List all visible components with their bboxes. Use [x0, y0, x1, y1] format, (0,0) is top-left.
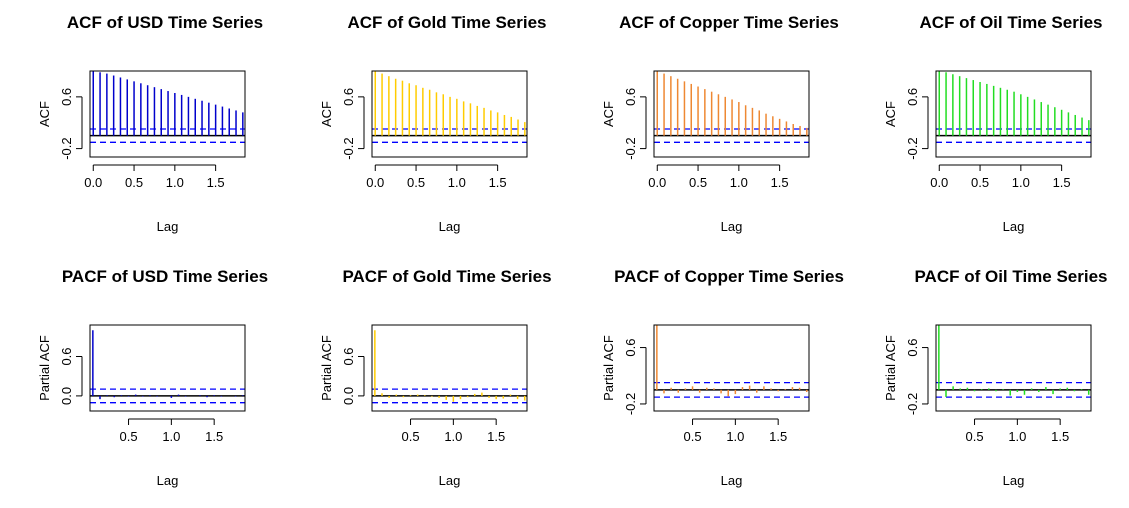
x-axis-label: Lag	[157, 473, 179, 488]
x-tick-label: 1.0	[444, 429, 462, 444]
x-tick-label: 1.5	[487, 429, 505, 444]
x-tick-label: 1.5	[205, 429, 223, 444]
y-tick-label: 0.6	[623, 88, 638, 106]
x-axis-label: Lag	[721, 219, 743, 234]
acf-panel: ACF of Oil Time Series 0.0 0.5 1.0 1.5 -0.2 0.…	[883, 13, 1102, 234]
y-axis-label: ACF	[37, 101, 52, 127]
y-tick-label: -0.2	[341, 137, 356, 159]
x-tick-label: 0.5	[407, 175, 425, 190]
panel-title: PACF of Copper Time Series	[614, 267, 844, 286]
x-tick-label: 1.0	[1012, 175, 1030, 190]
x-tick-label: 1.0	[726, 429, 744, 444]
x-axis-label: Lag	[1003, 473, 1025, 488]
x-axis-label: Lag	[721, 473, 743, 488]
pacf-panel: PACF of Copper Time Series 0.5 1.0 1.5 -0.2 0…	[601, 267, 844, 488]
y-tick-label: 0.6	[623, 339, 638, 357]
panel-title: ACF of USD Time Series	[67, 13, 263, 32]
y-tick-label: 0.6	[341, 88, 356, 106]
x-axis-label: Lag	[1003, 219, 1025, 234]
panel-title: ACF of Oil Time Series	[920, 13, 1103, 32]
y-tick-label: 0.6	[905, 339, 920, 357]
y-axis-label: ACF	[883, 101, 898, 127]
x-tick-label: 1.5	[1051, 429, 1069, 444]
acf-panel: ACF of Copper Time Series 0.0 0.5 1.0 1.5 -0.…	[601, 13, 839, 234]
x-tick-label: 1.5	[207, 175, 225, 190]
y-axis-label: Partial ACF	[601, 335, 616, 401]
y-tick-label: -0.2	[623, 137, 638, 159]
x-axis-label: Lag	[439, 473, 461, 488]
acf-panel: ACF of Gold Time Series 0.0 0.5 1.0 1.5 -0.2 0…	[319, 13, 547, 234]
x-tick-label: 1.0	[162, 429, 180, 444]
x-tick-label: 0.5	[683, 429, 701, 444]
plot-frame	[89, 324, 246, 412]
plot-frame	[935, 70, 1092, 158]
x-tick-label: 0.0	[648, 175, 666, 190]
pacf-panel: PACF of Gold Time Series 0.5 1.0 1.5 0.0 0.6 L…	[319, 267, 552, 488]
plot-frame	[935, 324, 1092, 412]
x-tick-label: 0.5	[119, 429, 137, 444]
x-tick-label: 0.5	[965, 429, 983, 444]
y-tick-label: -0.2	[905, 393, 920, 415]
panel-title: PACF of USD Time Series	[62, 267, 268, 286]
x-tick-label: 1.5	[771, 175, 789, 190]
x-tick-label: 1.5	[769, 429, 787, 444]
plot-frame	[89, 70, 246, 158]
panel-title: ACF of Copper Time Series	[619, 13, 839, 32]
x-tick-label: 0.5	[689, 175, 707, 190]
y-tick-label: 0.6	[59, 347, 74, 365]
y-tick-label: 0.6	[59, 88, 74, 106]
x-tick-label: 0.0	[366, 175, 384, 190]
y-axis-label: ACF	[319, 101, 334, 127]
plot-frame	[371, 70, 528, 158]
panel-title: PACF of Oil Time Series	[914, 267, 1107, 286]
x-axis-label: Lag	[157, 219, 179, 234]
x-tick-label: 1.0	[1008, 429, 1026, 444]
y-tick-label: 0.0	[341, 387, 356, 405]
x-axis-label: Lag	[439, 219, 461, 234]
y-tick-label: -0.2	[59, 137, 74, 159]
y-axis-label: Partial ACF	[37, 335, 52, 401]
x-tick-label: 0.5	[125, 175, 143, 190]
x-tick-label: 1.0	[166, 175, 184, 190]
x-tick-label: 0.5	[401, 429, 419, 444]
panel-title: ACF of Gold Time Series	[347, 13, 546, 32]
x-tick-label: 1.5	[489, 175, 507, 190]
y-tick-label: 0.6	[905, 88, 920, 106]
acf-panel: ACF of USD Time Series 0.0 0.5 1.0 1.5 -0.2 0.…	[37, 13, 263, 234]
plot-frame	[653, 324, 810, 412]
x-tick-label: 0.0	[930, 175, 948, 190]
y-tick-label: -0.2	[623, 393, 638, 415]
y-axis-label: Partial ACF	[883, 335, 898, 401]
x-tick-label: 0.5	[971, 175, 989, 190]
x-tick-label: 0.0	[84, 175, 102, 190]
y-tick-label: 0.6	[341, 347, 356, 365]
x-tick-label: 1.0	[448, 175, 466, 190]
pacf-panel: PACF of Oil Time Series 0.5 1.0 1.5 -0.2 0.6 L…	[883, 267, 1108, 488]
plot-frame	[653, 70, 810, 158]
x-tick-label: 1.5	[1053, 175, 1071, 190]
pacf-panel: PACF of USD Time Series 0.5 1.0 1.5 0.0 0.6 La…	[37, 267, 268, 488]
y-tick-label: 0.0	[59, 387, 74, 405]
plot-frame	[371, 324, 528, 412]
panel-title: PACF of Gold Time Series	[342, 267, 551, 286]
y-axis-label: ACF	[601, 101, 616, 127]
x-tick-label: 1.0	[730, 175, 748, 190]
y-tick-label: -0.2	[905, 137, 920, 159]
y-axis-label: Partial ACF	[319, 335, 334, 401]
